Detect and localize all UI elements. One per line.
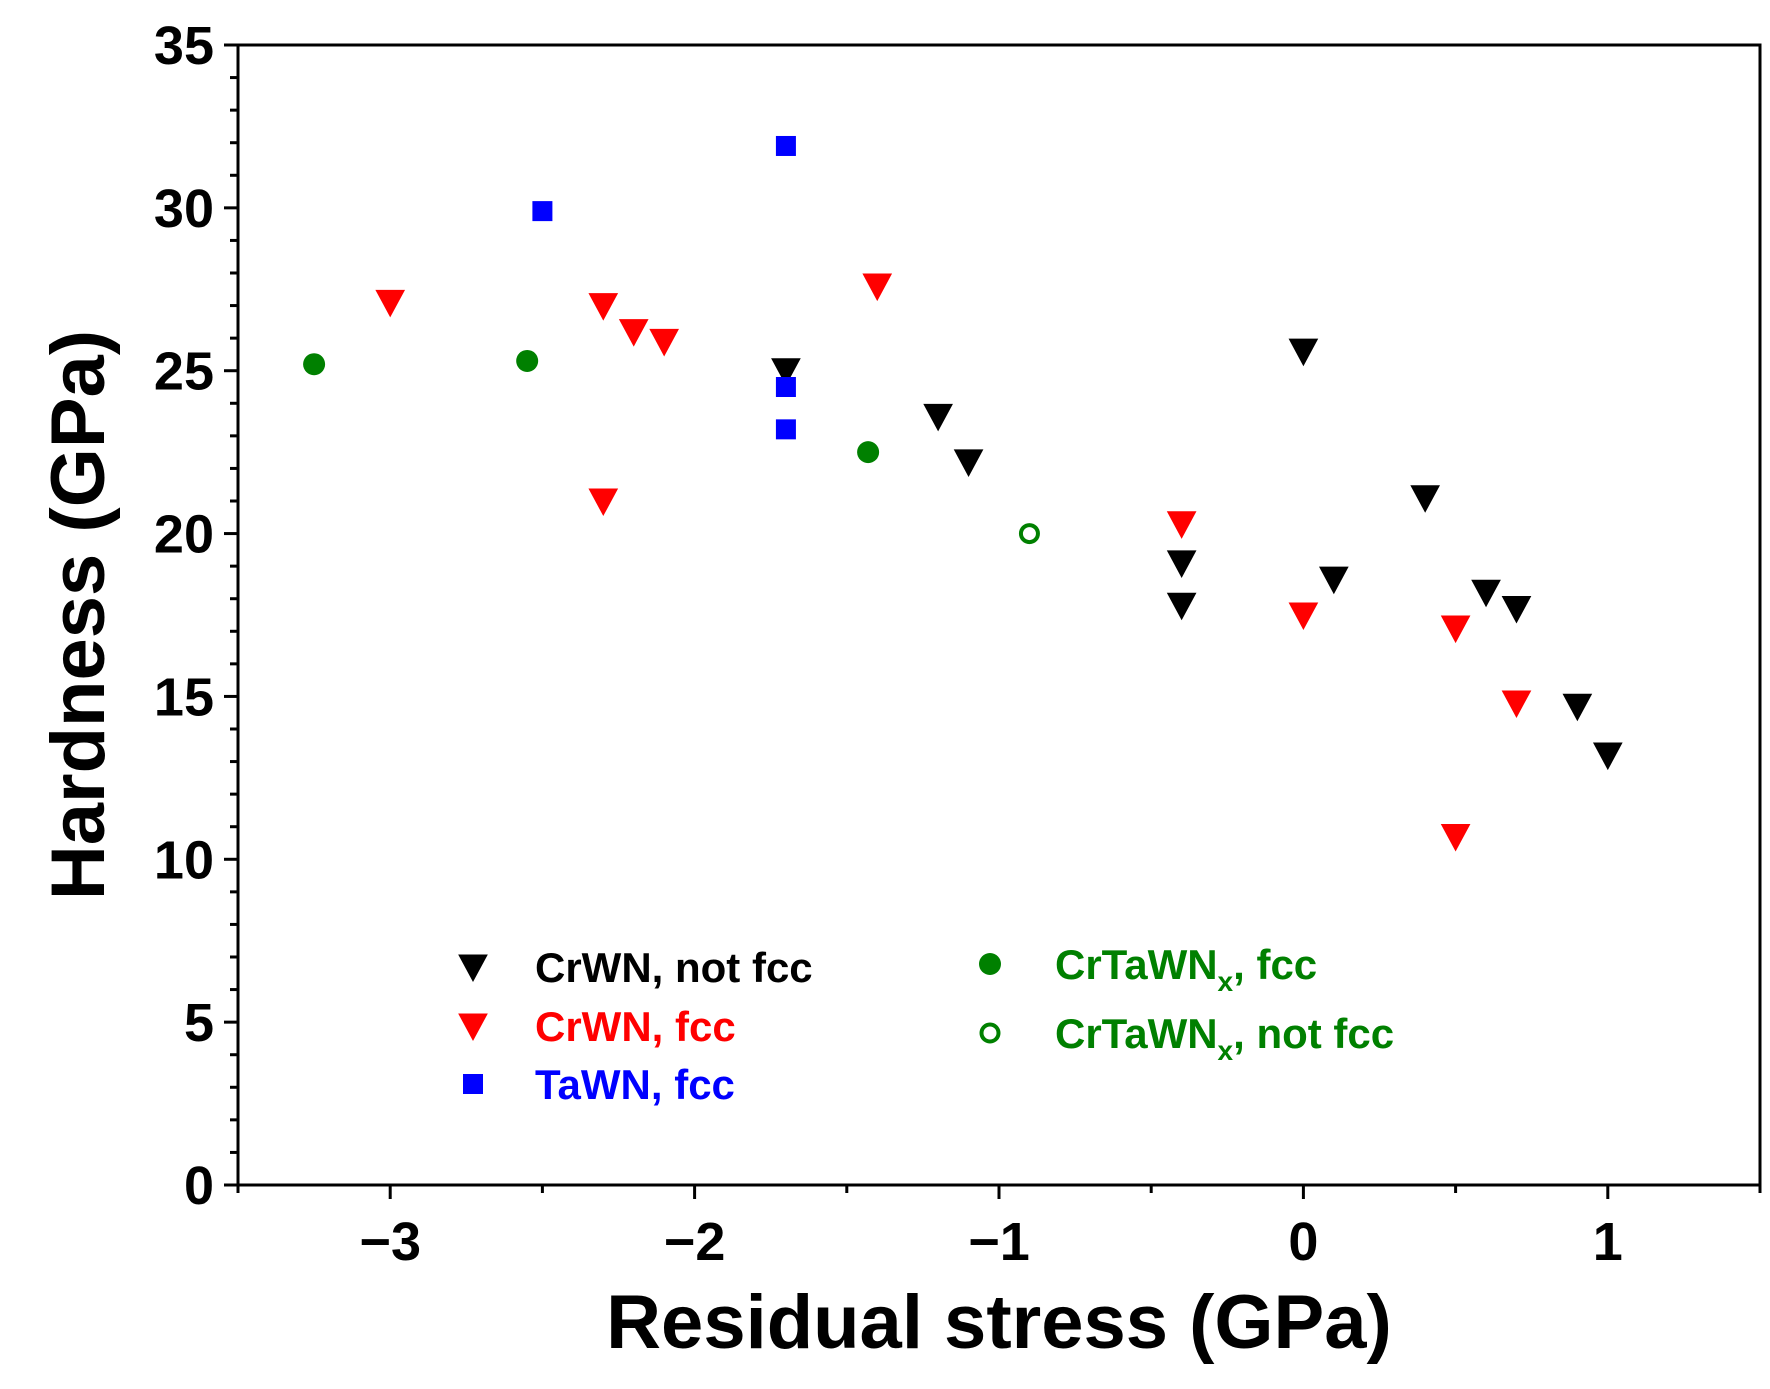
data-markers	[303, 135, 1623, 852]
legend-marker-crtawnx-not-fcc	[979, 1022, 1001, 1044]
y-axis-title: Hardness (GPa)	[36, 330, 121, 900]
x-tick-label: −2	[664, 1212, 726, 1272]
data-point-crwn-not-fcc	[1562, 693, 1593, 722]
legend-label-subscript: x	[1218, 966, 1234, 997]
y-tick-label: 5	[184, 993, 214, 1053]
data-point-crwn-fcc	[649, 328, 679, 357]
data-point-crtawnx-fcc	[303, 353, 326, 376]
legend-label-crtawnx-fcc: CrTaWNx, fcc	[1055, 941, 1317, 997]
data-point-crwn-not-fcc	[1501, 595, 1532, 624]
data-point-tawn-fcc	[775, 135, 796, 156]
legend-marker-crwn-not-fcc	[458, 954, 488, 983]
legend-label-tawn-fcc: TaWN, fcc	[535, 1061, 735, 1108]
legend-label-crtawnx-not-fcc: CrTaWNx, not fcc	[1055, 1010, 1394, 1066]
x-axis-title: Residual stress (GPa)	[606, 1280, 1392, 1365]
legend-label-subscript: x	[1218, 1035, 1234, 1066]
data-point-crtawnx-not-fcc	[1018, 523, 1040, 545]
y-tick-label: 0	[184, 1156, 214, 1216]
data-point-crwn-not-fcc	[953, 449, 984, 477]
data-point-crwn-not-fcc	[1166, 550, 1197, 578]
data-point-crwn-not-fcc	[1410, 485, 1440, 513]
legend-label-main: CrTaWN	[1055, 941, 1218, 988]
y-tick-label: 10	[154, 830, 214, 890]
x-axis: −3 −2 −1 0 1	[236, 1185, 1762, 1272]
data-point-crwn-fcc	[1440, 823, 1471, 852]
legend-label-main: CrWN, fcc	[535, 1003, 736, 1050]
y-tick-label: 30	[154, 179, 214, 239]
data-point-crwn-fcc	[1501, 690, 1532, 718]
x-tick-label: 1	[1593, 1212, 1623, 1272]
data-point-crwn-not-fcc	[1592, 742, 1623, 771]
data-point-crwn-fcc	[588, 293, 619, 321]
y-tick-label: 35	[154, 16, 214, 76]
legend-label-rest: , not fcc	[1233, 1010, 1394, 1057]
legend-label-crwn-not-fcc: CrWN, not fcc	[535, 944, 813, 991]
data-point-crwn-fcc	[375, 289, 406, 318]
legend-label-main: CrTaWN	[1055, 1010, 1218, 1057]
data-point-crwn-not-fcc	[1319, 566, 1349, 595]
x-tick-label: 0	[1288, 1212, 1318, 1272]
y-tick-label: 25	[154, 342, 214, 402]
legend-label-crwn-fcc: CrWN, fcc	[535, 1003, 736, 1050]
data-point-crwn-not-fcc	[923, 403, 953, 432]
data-point-crwn-fcc	[1288, 602, 1319, 631]
legend-marker-crtawnx-fcc	[979, 953, 1001, 975]
data-point-crwn-fcc	[1440, 615, 1471, 644]
legend-marker-tawn-fcc	[463, 1074, 483, 1094]
x-tick-label: −3	[359, 1212, 421, 1272]
data-point-crwn-fcc	[1166, 511, 1197, 539]
data-point-crwn-fcc	[862, 273, 893, 302]
y-axis: 0 5 10 15 20 25 30 35	[154, 16, 238, 1216]
y-tick-label: 15	[154, 667, 214, 727]
data-point-crwn-fcc	[588, 488, 619, 517]
data-point-crwn-not-fcc	[1288, 338, 1319, 367]
data-point-tawn-fcc	[775, 377, 796, 397]
legend-label-main: TaWN, fcc	[535, 1061, 735, 1108]
y-tick-label: 20	[154, 505, 214, 565]
data-point-crtawnx-fcc	[516, 349, 539, 372]
data-point-crwn-not-fcc	[1471, 579, 1501, 608]
legend-label-rest: , fcc	[1233, 941, 1317, 988]
data-point-crtawnx-fcc	[857, 441, 880, 464]
x-tick-label: −1	[968, 1212, 1030, 1272]
legend-label-main: CrWN, not fcc	[535, 944, 813, 991]
data-point-tawn-fcc	[775, 419, 796, 440]
data-point-tawn-fcc	[532, 201, 553, 222]
data-point-crwn-not-fcc	[1166, 592, 1197, 621]
data-point-crwn-not-fcc	[771, 358, 801, 386]
data-point-crwn-fcc	[618, 319, 649, 347]
legend-marker-crwn-fcc	[458, 1013, 488, 1042]
